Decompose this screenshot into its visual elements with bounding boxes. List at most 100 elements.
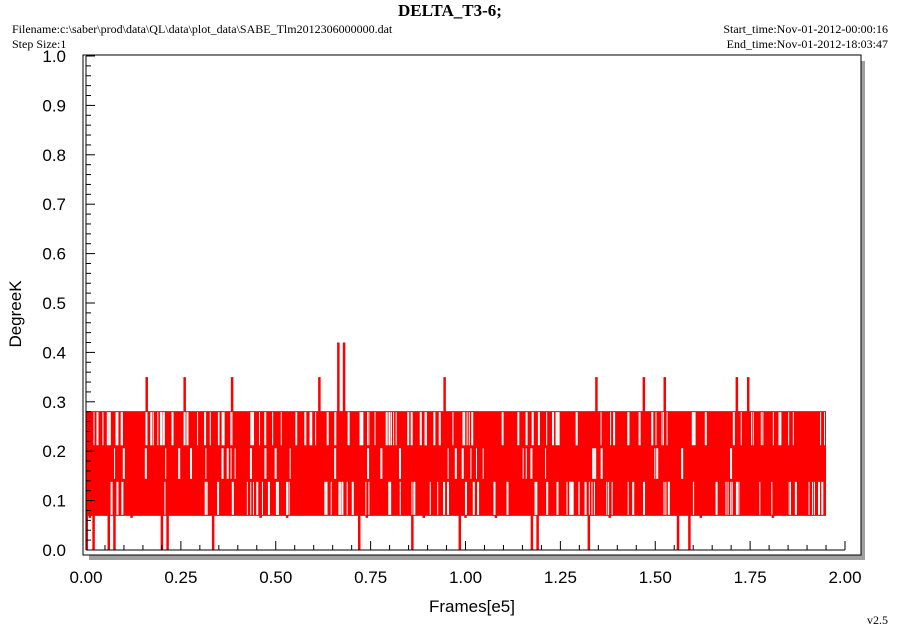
step-size-label: Step Size:1: [12, 37, 67, 51]
series-gap: [407, 411, 410, 446]
series-gap: [183, 411, 186, 446]
series-gap: [252, 481, 254, 516]
series-gap: [575, 411, 578, 446]
series-gap: [145, 411, 148, 446]
y-tick-label: 0.0: [42, 541, 66, 560]
series-gap: [738, 481, 740, 516]
series-gap: [209, 411, 211, 446]
series-gap: [760, 411, 762, 446]
series-gap: [334, 448, 337, 479]
series-gap: [447, 448, 449, 479]
series-gap: [226, 448, 229, 479]
series-gap: [272, 411, 274, 446]
series-gap: [652, 411, 654, 446]
series-gap: [608, 481, 610, 516]
series-gap: [555, 411, 558, 446]
series-gap: [794, 481, 797, 516]
y-tick-label: 0.4: [42, 343, 66, 362]
series-gap: [654, 448, 656, 479]
series-gap: [778, 411, 780, 446]
start-time-label: Start_time:Nov-01-2012-00:00:16: [723, 22, 888, 36]
series-gap: [230, 448, 232, 479]
series-gap: [715, 481, 718, 516]
series-gap: [252, 411, 255, 446]
series-gap: [571, 481, 574, 516]
x-tick-label: 0.75: [354, 568, 387, 587]
series-gap: [190, 448, 193, 479]
x-tick-label: 1.00: [449, 568, 482, 587]
series-gap: [662, 411, 664, 446]
series-gap: [466, 411, 468, 446]
series-gap: [110, 481, 113, 516]
series-gap: [234, 448, 236, 479]
series-gap: [286, 481, 289, 516]
series-gap: [546, 481, 549, 516]
series-gap: [462, 411, 465, 446]
series-gap: [477, 481, 480, 516]
y-tick-label: 0.8: [42, 146, 66, 165]
series-gap: [446, 481, 449, 516]
series-gap: [691, 411, 694, 446]
series-gap: [295, 411, 297, 446]
series-gap: [277, 481, 279, 516]
series-gap: [454, 448, 457, 479]
series-gap: [122, 448, 125, 479]
series-gap: [197, 411, 199, 446]
series-gap: [410, 411, 413, 446]
axis-layer: 0.0 0.1 0.2 0.3 0.4 0.5 0.6 0.7 0.8 0.9 1.0 0.00 0.2…: [42, 47, 861, 587]
series-gap: [593, 481, 595, 516]
series-gap: [727, 481, 729, 516]
series-gap: [249, 448, 252, 479]
series-gap: [362, 411, 364, 446]
series-gap: [570, 481, 573, 516]
x-tick-label: 1.25: [544, 568, 577, 587]
series-gap: [663, 481, 665, 516]
series-gap: [385, 411, 388, 446]
series-gap: [221, 448, 224, 479]
y-tick-label: 0.9: [42, 96, 66, 115]
series-gap: [443, 481, 446, 516]
series-gap: [569, 481, 571, 516]
series-gap: [552, 411, 555, 446]
series-gap: [368, 481, 370, 516]
x-tick-label: 0.50: [259, 568, 292, 587]
series-gap: [150, 411, 153, 446]
series-gap: [638, 411, 641, 446]
series-gap: [280, 411, 282, 446]
series-gap: [588, 481, 590, 516]
series-gap: [725, 481, 727, 516]
series-gap: [779, 411, 782, 446]
series-gap: [187, 411, 189, 446]
series-gap: [732, 411, 735, 446]
series-gap: [368, 411, 370, 446]
series-gap: [205, 448, 207, 479]
series-gap: [275, 481, 278, 516]
series-gap: [627, 481, 629, 516]
series-gap: [106, 411, 109, 446]
series-gap: [525, 411, 528, 446]
series-gap: [545, 448, 547, 479]
series-gap: [102, 411, 104, 446]
series-gap: [250, 481, 252, 516]
end-time-label: End_time:Nov-01-2012-18:03:47: [726, 37, 888, 51]
series-gap: [325, 481, 328, 516]
series-gap: [591, 481, 593, 516]
series-gap: [789, 481, 791, 516]
series-gap: [304, 411, 307, 446]
series-gap: [115, 411, 118, 446]
series-gap: [472, 481, 475, 516]
series-gap: [578, 481, 580, 516]
series-gap: [324, 481, 327, 516]
series-gap: [309, 411, 312, 446]
series-gap: [230, 411, 232, 446]
series-gap: [288, 481, 290, 516]
series-gap: [493, 481, 496, 516]
series-gap: [152, 411, 154, 446]
series-gap: [393, 411, 395, 446]
series-gap: [665, 481, 667, 516]
series-gap: [267, 481, 270, 516]
series-gap: [546, 411, 548, 446]
series-gap: [161, 411, 163, 446]
series-gap: [261, 481, 263, 516]
series-gap: [157, 411, 159, 446]
